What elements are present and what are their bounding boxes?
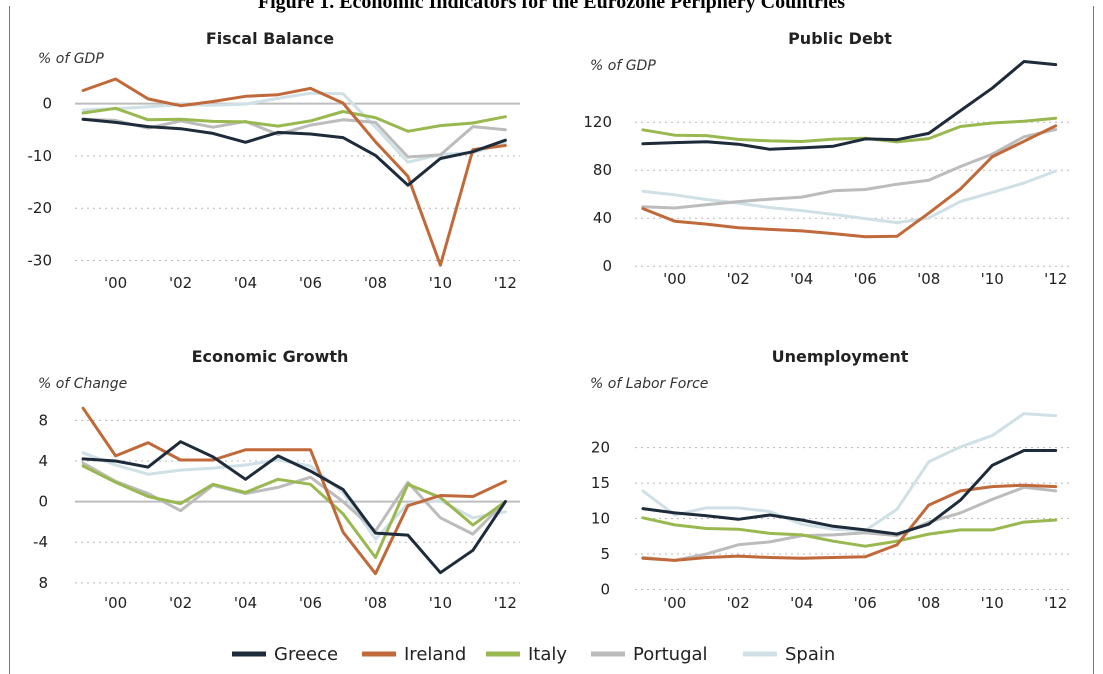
chart-title: Fiscal Balance xyxy=(206,29,334,48)
y-tick-label: 80 xyxy=(593,161,612,179)
series-line-italy xyxy=(641,116,1058,144)
series-line-italy xyxy=(81,106,507,133)
chart-title: Public Debt xyxy=(788,29,892,48)
x-tick-label: '02 xyxy=(169,594,192,612)
x-tick-label: '10 xyxy=(429,274,452,292)
series-line-greece xyxy=(81,440,507,575)
x-tick-label: '06 xyxy=(299,274,322,292)
series-line-ireland xyxy=(81,406,507,576)
series-line-greece xyxy=(641,60,1058,151)
series-line-italy xyxy=(641,516,1058,548)
x-tick-label: '12 xyxy=(494,274,517,292)
chart-fiscal-balance: Fiscal Balance % of GDP 0 -10 -20 -30 '00 '02 '0… xyxy=(28,29,520,292)
x-tick-label: '12 xyxy=(1044,594,1067,612)
x-tick-label: '04 xyxy=(234,594,257,612)
x-tick-label: '08 xyxy=(364,594,387,612)
figure-frame-right xyxy=(1093,6,1094,674)
x-tick-label: '00 xyxy=(663,270,686,288)
x-tick-label: '02 xyxy=(169,274,192,292)
legend: Greece Ireland Italy Portugal Spain xyxy=(232,644,835,665)
y-tick-label: 8 xyxy=(38,411,48,429)
series-line-ireland xyxy=(641,124,1058,239)
x-tick-label: '02 xyxy=(727,594,750,612)
x-tick-label: '08 xyxy=(364,274,387,292)
y-tick-label: 20 xyxy=(591,439,610,457)
series-line-spain xyxy=(641,169,1058,225)
y-tick-label: 0 xyxy=(600,580,610,598)
x-tick-label: '10 xyxy=(429,594,452,612)
y-axis-label: % of Change xyxy=(38,376,127,392)
y-tick-label: -4 xyxy=(33,533,48,551)
y-tick-label: 0 xyxy=(602,257,612,275)
figure-frame-left xyxy=(9,6,10,674)
legend-label-italy: Italy xyxy=(528,644,567,665)
x-tick-label: '00 xyxy=(104,274,127,292)
x-tick-label: '12 xyxy=(494,594,517,612)
x-tick-label: '04 xyxy=(234,274,257,292)
y-tick-label: 15 xyxy=(591,474,610,492)
y-tick-label: 4 xyxy=(38,452,48,470)
chart-economic-growth: Economic Growth % of Change 8 4 0 -4 8 '00 '02 '0… xyxy=(33,347,520,612)
y-tick-label: 5 xyxy=(600,545,610,563)
y-axis-label: % of GDP xyxy=(38,51,104,67)
y-axis-label: % of GDP xyxy=(590,58,656,74)
x-tick-label: '08 xyxy=(917,594,940,612)
series-line-spain xyxy=(641,412,1058,533)
y-tick-label: 8 xyxy=(38,574,48,592)
x-tick-label: '04 xyxy=(790,270,813,288)
y-tick-label: 0 xyxy=(42,95,52,113)
x-tick-label: '06 xyxy=(854,594,877,612)
x-tick-label: '00 xyxy=(104,594,127,612)
y-tick-label: 0 xyxy=(38,493,48,511)
series-line-italy xyxy=(81,464,507,559)
x-tick-label: '06 xyxy=(854,270,877,288)
x-tick-label: '10 xyxy=(981,594,1004,612)
y-tick-label: 40 xyxy=(593,209,612,227)
x-tick-label: '04 xyxy=(790,594,813,612)
series-line-portugal xyxy=(641,485,1058,562)
series-line-greece xyxy=(641,449,1058,536)
legend-label-greece: Greece xyxy=(274,644,338,665)
legend-label-ireland: Ireland xyxy=(404,644,466,665)
legend-label-portugal: Portugal xyxy=(633,644,708,665)
x-tick-label: '00 xyxy=(663,594,686,612)
series-line-ireland xyxy=(641,483,1058,562)
y-tick-label: 120 xyxy=(583,113,612,131)
legend-label-spain: Spain xyxy=(785,644,835,665)
x-tick-label: '12 xyxy=(1044,270,1067,288)
y-tick-label: -20 xyxy=(28,199,53,217)
y-tick-label: 10 xyxy=(591,510,610,528)
series-line-ireland xyxy=(81,77,507,267)
chart-unemployment: Unemployment % of Labor Force 0 5 10 15 20 '00 '… xyxy=(590,347,1070,612)
series-line-greece xyxy=(81,117,507,187)
x-tick-label: '06 xyxy=(299,594,322,612)
series-line-portugal xyxy=(641,128,1058,210)
y-axis-label: % of Labor Force xyxy=(590,376,708,392)
x-tick-label: '10 xyxy=(981,270,1004,288)
y-tick-label: -30 xyxy=(28,252,53,270)
figure-title: Figure 1. Economic Indicators for the Eu… xyxy=(257,0,846,13)
x-tick-label: '08 xyxy=(917,270,940,288)
chart-title: Unemployment xyxy=(772,347,909,366)
y-tick-label: -10 xyxy=(28,147,53,165)
x-tick-label: '02 xyxy=(727,270,750,288)
chart-title: Economic Growth xyxy=(192,347,349,366)
chart-public-debt: Public Debt % of GDP 0 40 80 120 '00 '02 '04 '06 '… xyxy=(583,29,1070,288)
